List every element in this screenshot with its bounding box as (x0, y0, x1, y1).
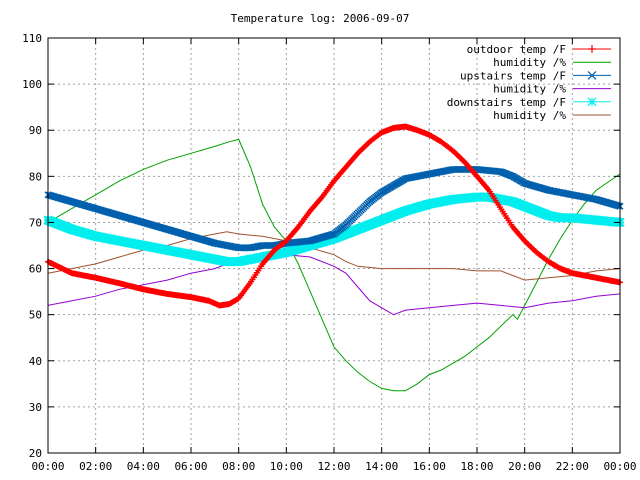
y-tick-label: 60 (29, 263, 42, 276)
x-tick-label: 16:00 (413, 460, 446, 473)
legend-label: outdoor temp /F (467, 43, 566, 56)
series-humidity-1 (47, 138, 621, 392)
legend-marker (587, 70, 597, 80)
x-tick-label: 22:00 (556, 460, 589, 473)
series-line (47, 138, 621, 392)
grid-lines (48, 38, 620, 453)
chart-title: Temperature log: 2006-09-07 (231, 12, 410, 25)
x-tick-label: 08:00 (222, 460, 255, 473)
y-tick-label: 80 (29, 170, 42, 183)
series-upstairs-temp-f-2 (44, 165, 624, 252)
x-tick-label: 14:00 (365, 460, 398, 473)
x-tick-label: 20:00 (508, 460, 541, 473)
legend-label: humidity /% (493, 83, 566, 96)
x-tick-label: 00:00 (603, 460, 636, 473)
y-tick-label: 30 (29, 401, 42, 414)
x-tick-label: 00:00 (31, 460, 64, 473)
y-tick-label: 110 (22, 32, 42, 45)
y-tick-label: 90 (29, 124, 42, 137)
y-tick-label: 50 (29, 309, 42, 322)
series-outdoor-temp-f-0 (45, 123, 623, 309)
series-layer (43, 123, 625, 392)
y-tick-label: 100 (22, 78, 42, 91)
legend-label: downstairs temp /F (447, 96, 566, 109)
y-tick-label: 20 (29, 447, 42, 460)
x-tick-label: 12:00 (317, 460, 350, 473)
series-line (47, 254, 621, 316)
axis-ticks: 00:00 02:00 04:00 06:00 08:00 10:00 12:00 14:00… (22, 32, 636, 473)
x-tick-label: 18:00 (460, 460, 493, 473)
legend-label: humidity /% (493, 109, 566, 122)
x-tick-label: 06:00 (174, 460, 207, 473)
y-tick-label: 40 (29, 355, 42, 368)
legend-label: upstairs temp /F (460, 69, 566, 82)
x-tick-label: 10:00 (270, 460, 303, 473)
series-humidity-3 (47, 254, 621, 316)
legend-label: humidity /% (493, 56, 566, 69)
y-tick-label: 70 (29, 216, 42, 229)
legend-marker (587, 97, 597, 107)
x-tick-label: 04:00 (127, 460, 160, 473)
legend-marker (588, 45, 596, 53)
x-tick-label: 02:00 (79, 460, 112, 473)
